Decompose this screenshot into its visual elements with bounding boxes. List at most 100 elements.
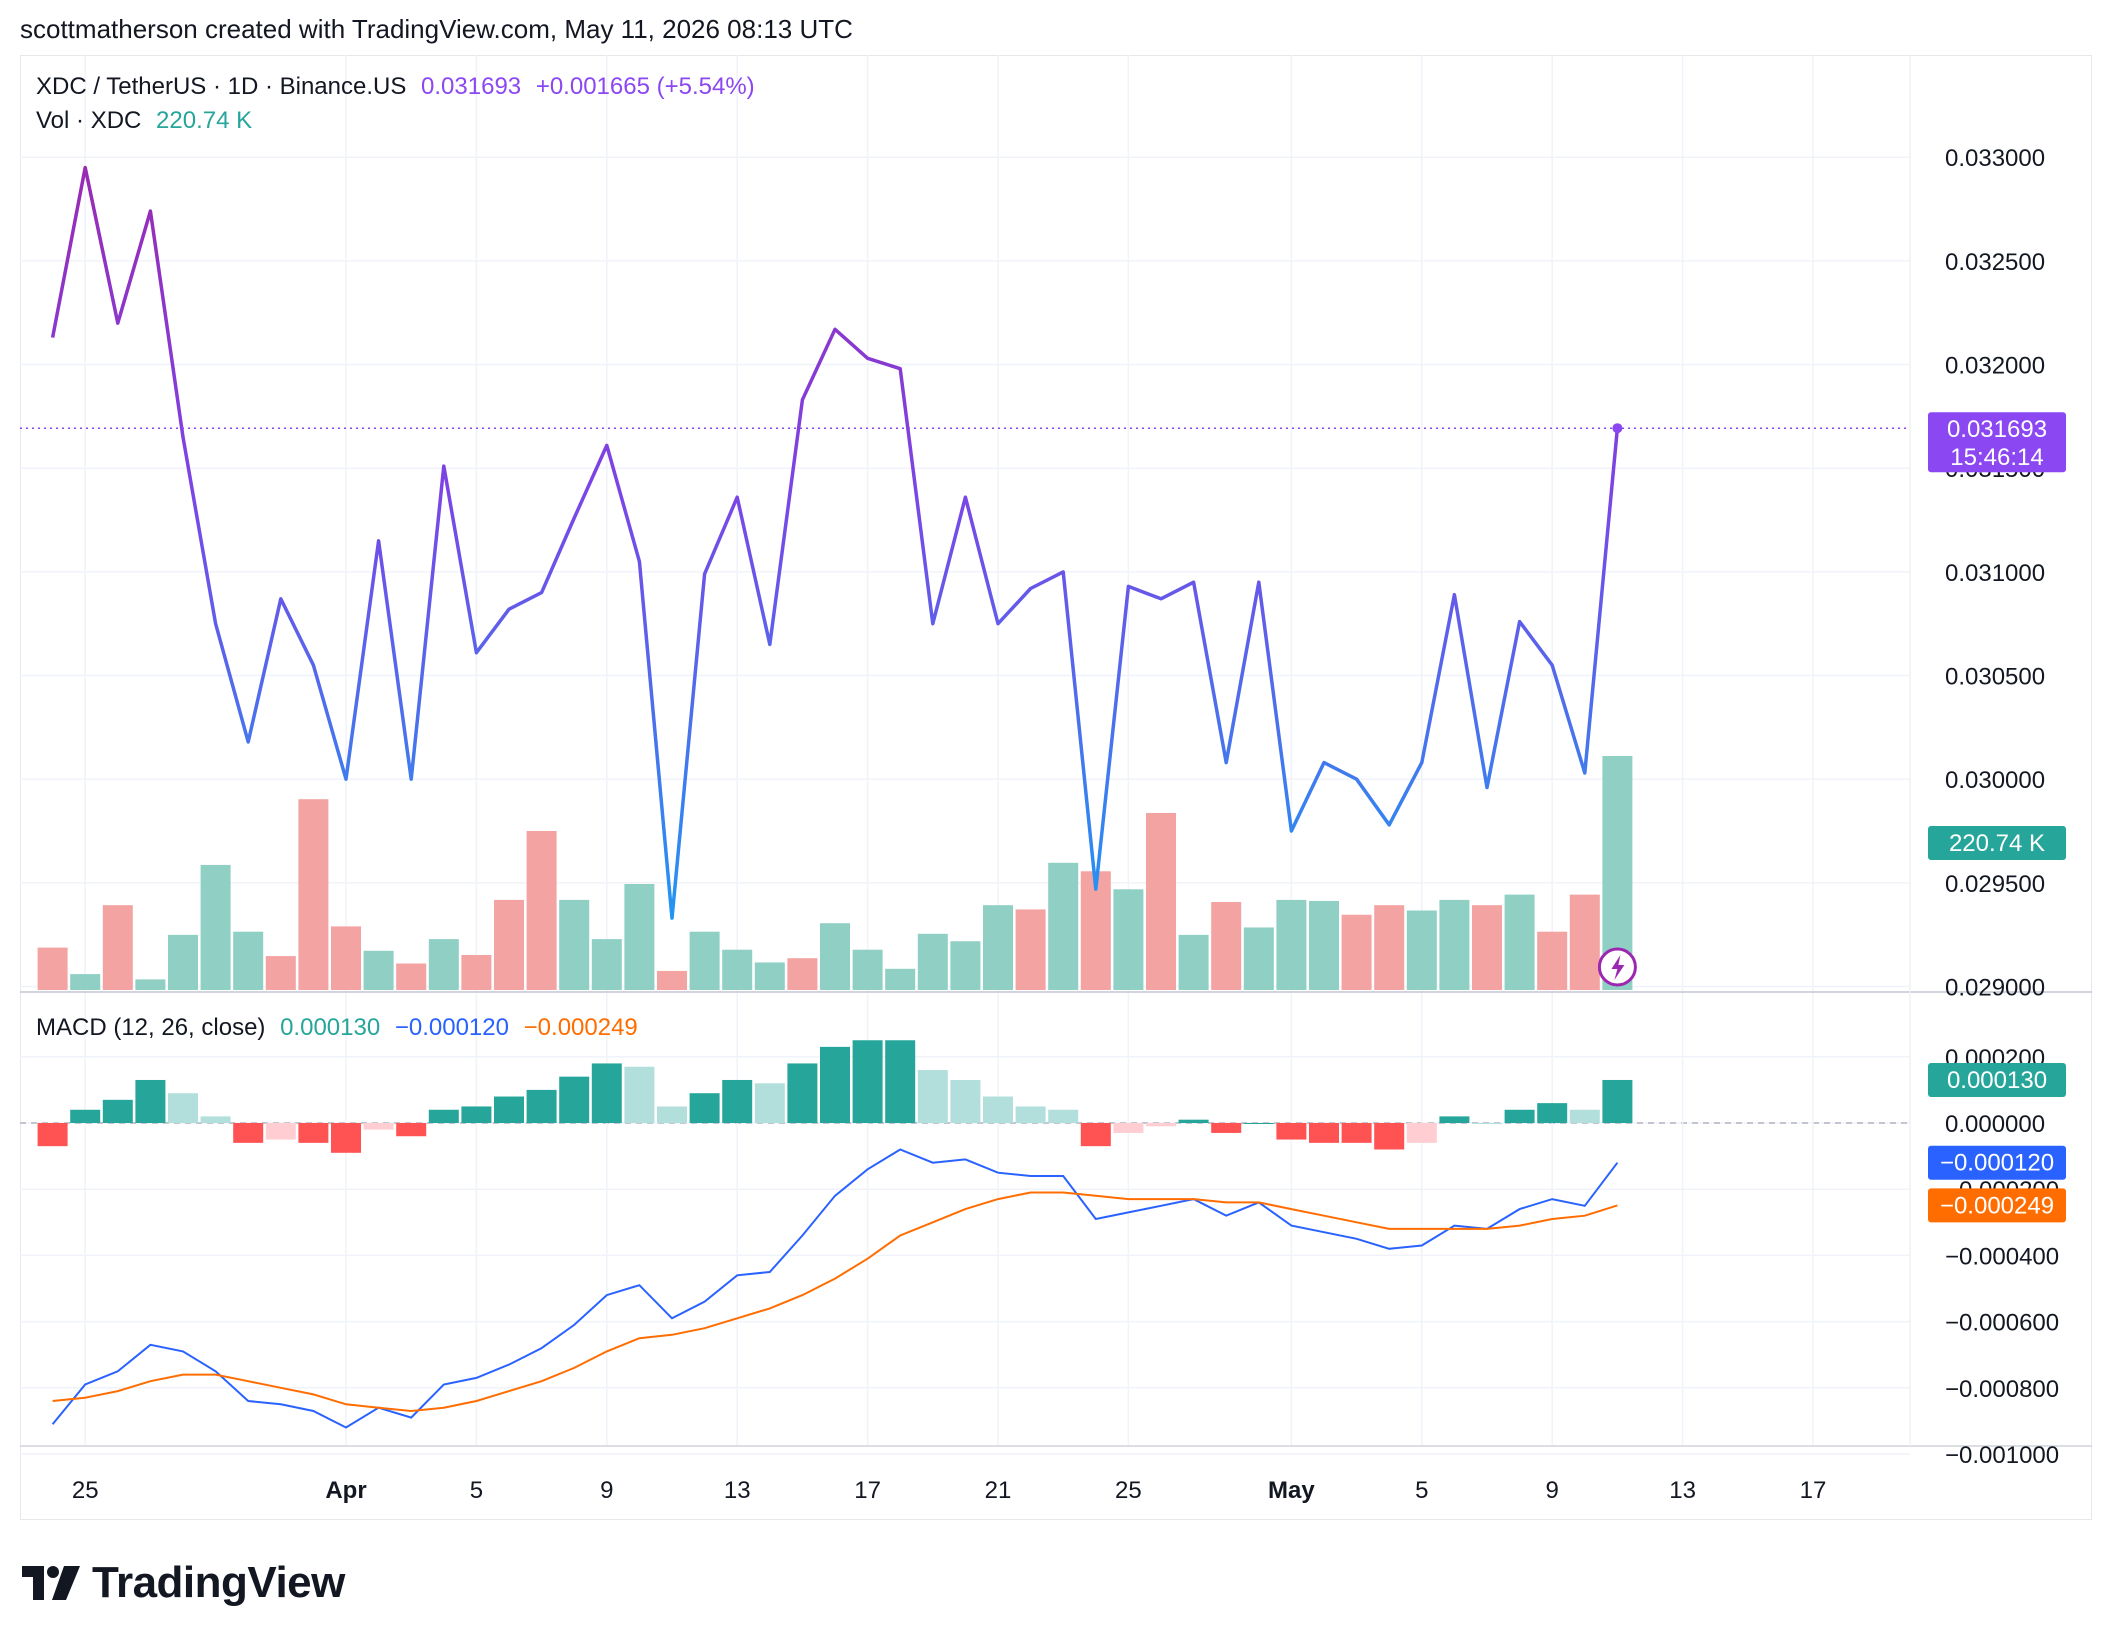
volume-bar[interactable] xyxy=(1341,914,1372,990)
macd-histogram-bar[interactable] xyxy=(1569,1109,1600,1123)
macd-histogram-bar[interactable] xyxy=(1537,1103,1568,1123)
macd-histogram-bar[interactable] xyxy=(265,1123,296,1140)
volume-legend[interactable]: Vol · XDC 220.74 K xyxy=(36,107,260,135)
volume-bar[interactable] xyxy=(950,941,981,990)
macd-histogram-bar[interactable] xyxy=(852,1040,883,1123)
volume-bar[interactable] xyxy=(37,947,68,990)
volume-bar[interactable] xyxy=(233,931,264,990)
macd-histogram-bar[interactable] xyxy=(1374,1123,1405,1150)
volume-bar[interactable] xyxy=(494,899,524,990)
volume-bar[interactable] xyxy=(396,963,427,991)
volume-bar[interactable] xyxy=(461,955,492,990)
macd-histogram-bar[interactable] xyxy=(950,1079,981,1123)
macd-histogram-bar[interactable] xyxy=(983,1096,1013,1123)
volume-bar[interactable] xyxy=(298,799,329,990)
macd-histogram-bar[interactable] xyxy=(657,1106,687,1123)
macd-histogram-bar[interactable] xyxy=(135,1079,166,1123)
macd-histogram-bar[interactable] xyxy=(722,1079,753,1123)
volume-bar[interactable] xyxy=(1146,812,1176,990)
volume-bar[interactable] xyxy=(1439,899,1470,990)
volume-bar[interactable] xyxy=(102,905,133,990)
volume-bar[interactable] xyxy=(591,939,622,990)
volume-bar[interactable] xyxy=(70,974,101,990)
macd-histogram-bar[interactable] xyxy=(689,1093,720,1123)
volume-bar[interactable] xyxy=(1374,905,1405,990)
macd-histogram-bar[interactable] xyxy=(1211,1123,1242,1133)
macd-histogram-bar[interactable] xyxy=(917,1070,948,1123)
macd-histogram-bar[interactable] xyxy=(494,1096,524,1123)
volume-bar[interactable] xyxy=(1406,910,1437,991)
symbol-legend[interactable]: XDC / TetherUS · 1D · Binance.US 0.03169… xyxy=(36,73,763,101)
volume-bar[interactable] xyxy=(1178,934,1209,990)
macd-histogram-bar[interactable] xyxy=(1113,1123,1144,1133)
macd-histogram-bar[interactable] xyxy=(1504,1109,1535,1123)
volume-bar[interactable] xyxy=(1080,871,1111,990)
volume-bar[interactable] xyxy=(168,934,198,990)
volume-bar[interactable] xyxy=(657,970,687,990)
macd-histogram-bar[interactable] xyxy=(820,1046,850,1123)
macd-histogram-bar[interactable] xyxy=(1439,1116,1470,1123)
volume-bar[interactable] xyxy=(1472,905,1502,990)
tradingview-logo[interactable]: TradingView xyxy=(22,1558,345,1608)
macd-histogram-bar[interactable] xyxy=(1048,1109,1079,1123)
macd-histogram-bar[interactable] xyxy=(428,1109,459,1123)
macd-histogram-bar[interactable] xyxy=(1472,1123,1502,1124)
macd-histogram-bar[interactable] xyxy=(102,1099,133,1123)
macd-histogram-bar[interactable] xyxy=(624,1066,655,1123)
macd-histogram-bar[interactable] xyxy=(754,1083,785,1123)
macd-histogram-bar[interactable] xyxy=(1015,1106,1046,1123)
volume-bar[interactable] xyxy=(265,956,296,990)
volume-bar[interactable] xyxy=(1015,909,1046,990)
macd-histogram-bar[interactable] xyxy=(233,1123,264,1143)
volume-bar[interactable] xyxy=(363,950,394,990)
volume-bar[interactable] xyxy=(852,949,883,990)
volume-bar[interactable] xyxy=(1048,862,1079,990)
volume-bar[interactable] xyxy=(1113,889,1144,990)
volume-bar[interactable] xyxy=(1504,894,1535,990)
volume-bar[interactable] xyxy=(885,968,916,990)
macd-histogram-bar[interactable] xyxy=(1309,1123,1339,1143)
chart-frame[interactable] xyxy=(20,55,2092,1520)
volume-bar[interactable] xyxy=(1569,894,1600,990)
signal-line[interactable] xyxy=(52,1191,1618,1413)
volume-bar[interactable] xyxy=(135,979,166,990)
macd-histogram-bar[interactable] xyxy=(70,1109,101,1123)
volume-bar[interactable] xyxy=(1243,927,1274,990)
macd-histogram-bar[interactable] xyxy=(200,1116,231,1123)
macd-histogram-bar[interactable] xyxy=(363,1123,394,1130)
volume-bar[interactable] xyxy=(722,949,753,990)
macd-histogram-bar[interactable] xyxy=(461,1106,492,1123)
volume-bar[interactable] xyxy=(624,884,655,990)
volume-bar[interactable] xyxy=(331,926,361,990)
macd-histogram-bar[interactable] xyxy=(885,1040,916,1123)
macd-histogram-bar[interactable] xyxy=(1178,1119,1209,1123)
volume-bar[interactable] xyxy=(820,923,850,990)
macd-histogram-bar[interactable] xyxy=(1276,1123,1307,1140)
macd-histogram-bar[interactable] xyxy=(37,1123,68,1147)
macd-histogram-bar[interactable] xyxy=(1243,1123,1274,1124)
volume-bar[interactable] xyxy=(1309,900,1339,990)
price-series-line[interactable] xyxy=(50,165,1620,920)
macd-histogram-bar[interactable] xyxy=(1602,1079,1633,1123)
macd-histogram-bar[interactable] xyxy=(1080,1123,1111,1147)
volume-bar[interactable] xyxy=(1276,899,1307,990)
macd-histogram-bar[interactable] xyxy=(331,1123,361,1153)
macd-legend[interactable]: MACD (12, 26, close) 0.000130 −0.000120 … xyxy=(36,1014,646,1042)
volume-bar[interactable] xyxy=(754,962,785,990)
volume-bar[interactable] xyxy=(917,933,948,990)
macd-histogram-bar[interactable] xyxy=(1406,1123,1437,1143)
macd-histogram-bar[interactable] xyxy=(298,1123,329,1143)
macd-histogram-bar[interactable] xyxy=(1146,1123,1176,1127)
volume-bar[interactable] xyxy=(200,864,231,990)
macd-histogram-bar[interactable] xyxy=(591,1063,622,1123)
volume-bar[interactable] xyxy=(526,831,557,990)
volume-bar[interactable] xyxy=(1537,931,1568,990)
macd-histogram-bar[interactable] xyxy=(526,1089,557,1123)
volume-bar[interactable] xyxy=(983,905,1013,990)
volume-bar[interactable] xyxy=(787,958,818,990)
volume-bar[interactable] xyxy=(689,931,720,990)
macd-histogram-bar[interactable] xyxy=(168,1093,198,1123)
macd-histogram-bar[interactable] xyxy=(787,1063,818,1123)
macd-histogram-bar[interactable] xyxy=(1341,1123,1372,1143)
